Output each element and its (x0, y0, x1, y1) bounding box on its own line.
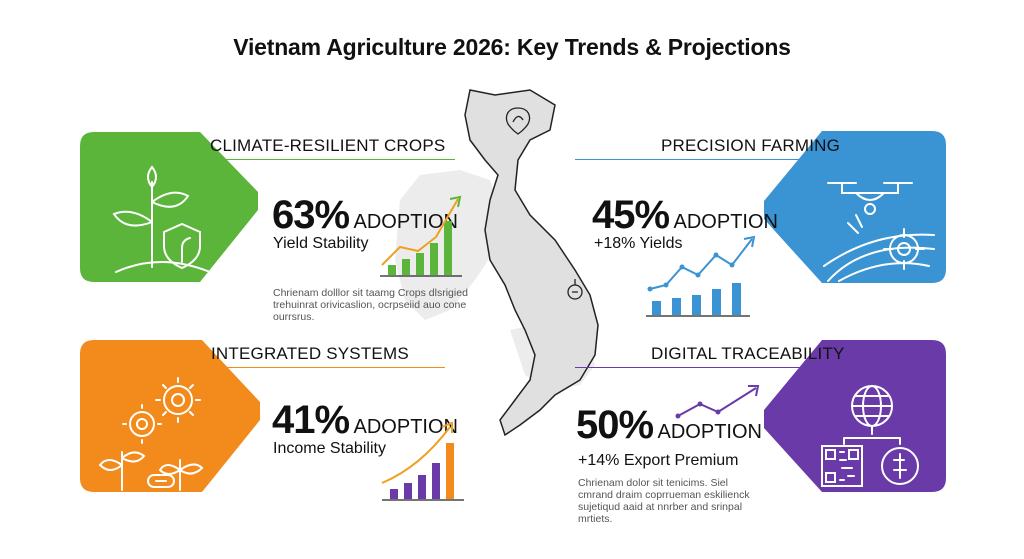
digital-description: Chrienam dolor sit tenicims. Siel cmrand… (578, 477, 750, 525)
globe-qr-icon (821, 385, 919, 487)
integrated-trend-chart (381, 421, 464, 501)
trend-arrow-icon (743, 235, 756, 248)
climate-adoption: ADOPTION (353, 211, 458, 233)
precision-percent: 45% (592, 193, 670, 237)
drone-field-icon (823, 182, 935, 282)
digital-percent: 50% (576, 403, 654, 447)
trend-line (677, 387, 757, 417)
climate-rule (210, 159, 455, 160)
chart-bar (388, 265, 396, 275)
gears-plants-icon (98, 377, 204, 491)
integrated-stat: 41% ADOPTION (272, 400, 458, 440)
trend-arrow-icon (449, 195, 462, 208)
chart-bar (446, 443, 454, 499)
chart-bar (672, 298, 681, 315)
chart-bar (432, 463, 440, 499)
precision-title: PRECISION FARMING (661, 136, 841, 155)
chart-bar (390, 489, 398, 499)
digital-stat: 50% ADOPTION (576, 405, 762, 445)
climate-title: CLIMATE-RESILIENT CROPS (210, 136, 446, 155)
precision-subtitle: +18% Yields (594, 235, 683, 252)
chart-bar (732, 283, 741, 315)
digital-title: DIGITAL TRACEABILITY (651, 344, 845, 363)
digital-adoption: ADOPTION (657, 421, 762, 443)
digital-panel-badge (764, 340, 946, 492)
precision-adoption: ADOPTION (673, 211, 778, 233)
integrated-title: INTEGRATED SYSTEMS (211, 344, 409, 363)
trend-line (381, 198, 459, 266)
integrated-panel-badge (80, 340, 260, 492)
digital-rule (575, 367, 820, 368)
chart-bar (404, 483, 412, 499)
climate-panel-badge (80, 132, 258, 282)
chart-bar (430, 243, 438, 275)
chart-bar (444, 221, 452, 275)
precision-trend-chart (646, 235, 756, 317)
chart-bar (692, 295, 701, 315)
chart-bar (652, 301, 661, 315)
trend-arrow-icon (441, 421, 453, 433)
precision-panel-badge (764, 131, 946, 283)
trend-arrow-icon (748, 385, 760, 397)
climate-stat: 63% ADOPTION (272, 195, 458, 235)
chart-bar (402, 259, 410, 275)
digital-subtitle: +14% Export Premium (578, 452, 739, 469)
climate-subtitle: Yield Stability (273, 235, 369, 252)
map-marker-icon (567, 279, 583, 300)
map-marker-icon (505, 107, 531, 135)
climate-trend-chart (380, 195, 462, 277)
digital-trend-line (675, 385, 760, 419)
chart-bar (416, 253, 424, 275)
chart-bar (418, 475, 426, 499)
integrated-subtitle: Income Stability (273, 440, 386, 457)
precision-rule (575, 159, 820, 160)
sprout-shield-icon (112, 165, 211, 273)
page-title: Vietnam Agriculture 2026: Key Trends & P… (233, 34, 791, 60)
integrated-percent: 41% (272, 398, 350, 442)
integrated-adoption: ADOPTION (353, 416, 458, 438)
integrated-rule (210, 367, 445, 368)
chart-bar (712, 289, 721, 315)
precision-stat: 45% ADOPTION (592, 195, 778, 235)
climate-percent: 63% (272, 193, 350, 237)
trend-line (649, 238, 753, 290)
trend-line (381, 426, 451, 484)
climate-description: Chrienam dolllor sit taamg Crops dlsrigi… (273, 287, 468, 323)
